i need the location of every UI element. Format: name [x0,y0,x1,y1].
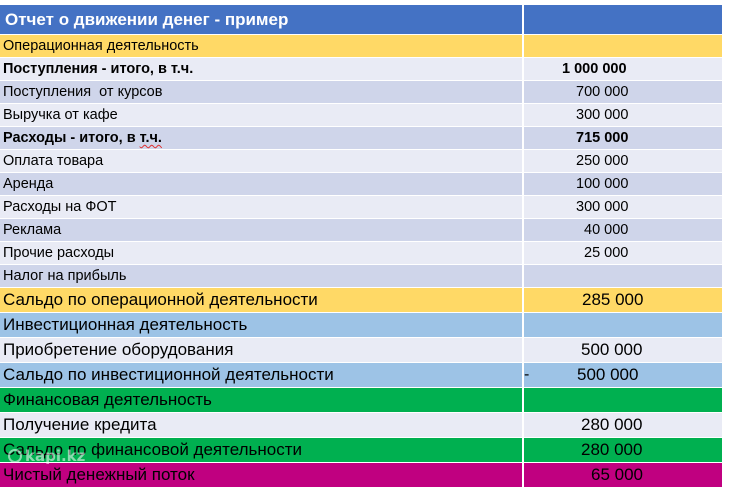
row-value: 65 000 [591,465,643,484]
table-row: Чистый денежный поток 65 000 [0,463,722,488]
spellcheck-underlined-word: т.ч. [139,130,162,146]
cash-flow-table: Отчет о движении денег - пример Операцио… [0,5,722,488]
row-label: Операционная деятельность [0,35,524,57]
row-label: Сальдо по операционной деятельности [0,288,524,312]
row-value: 100 000 [576,176,629,192]
row-label: Расходы на ФОТ [0,196,524,218]
row-value: 500 000 [581,340,643,359]
row-label: Приобретение оборудования [0,338,524,362]
row-label: Налог на прибыль [0,265,524,287]
table-row: Операционная деятельность [0,35,722,58]
row-value: 280 000 [581,440,643,459]
table-row: Расходы - итого, в т.ч. 715 000 [0,127,722,150]
watermark-logo-icon [8,449,22,463]
row-value: 715 000 [576,130,629,146]
row-value: 280 000 [581,415,643,434]
row-value: 300 000 [576,199,629,215]
table-row: Получение кредита 280 000 [0,413,722,438]
row-label: Аренда [0,173,524,195]
row-label: Поступления от курсов [0,81,524,103]
table-row: Поступления - итого, в т.ч. 1 000 000 [0,58,722,81]
table-row: Сальдо по операционной деятельности 285 … [0,288,722,313]
row-value: 40 000 [584,222,629,238]
row-label: Сальдо по инвестиционной деятельности [0,363,524,387]
table-row: Сальдо по финансовой деятельности 280 00… [0,438,722,463]
row-label: Получение кредита [0,413,524,437]
row-value: 700 000 [576,84,629,100]
table-row: Расходы на ФОТ 300 000 [0,196,722,219]
row-value: 285 000 [582,290,644,309]
row-label: Чистый денежный поток [0,463,524,487]
row-label: Прочие расходы [0,242,524,264]
table-row: Сальдо по инвестиционной деятельности - … [0,363,722,388]
table-row: Финансовая деятельность [0,388,722,413]
table-title: Отчет о движении денег - пример [0,5,524,34]
table-row: Аренда 100 000 [0,173,722,196]
table-row: Реклама 40 000 [0,219,722,242]
row-value: 1 000 000 [562,61,627,77]
table-row: Приобретение оборудования 500 000 [0,338,722,363]
row-label: Поступления - итого, в т.ч. [0,58,524,80]
table-row: Прочие расходы 25 000 [0,242,722,265]
row-label: Финансовая деятельность [0,388,524,412]
row-value [524,313,722,337]
header-value-cell [524,5,722,34]
table-row: Налог на прибыль [0,265,722,288]
row-value: 300 000 [576,107,629,123]
watermark: kapi.kz [8,447,85,465]
row-value: 500 000 [577,365,639,384]
table-row: Выручка от кафе 300 000 [0,104,722,127]
minus-sign: - [524,366,530,383]
row-label: Инвестиционная деятельность [0,313,524,337]
table-row: Инвестиционная деятельность [0,313,722,338]
table-row: Поступления от курсов 700 000 [0,81,722,104]
row-label: Выручка от кафе [0,104,524,126]
row-value [524,35,722,57]
table-header-row: Отчет о движении денег - пример [0,5,722,35]
watermark-text: kapi.kz [25,447,86,465]
row-value: 25 000 [584,245,629,261]
row-label: Реклама [0,219,524,241]
row-value [524,265,722,287]
row-label: Сальдо по финансовой деятельности [0,438,524,462]
row-label: Расходы - итого, в т.ч. [0,127,524,149]
row-label: Оплата товара [0,150,524,172]
row-value: 250 000 [576,153,629,169]
row-value [524,388,722,412]
table-row: Оплата товара 250 000 [0,150,722,173]
